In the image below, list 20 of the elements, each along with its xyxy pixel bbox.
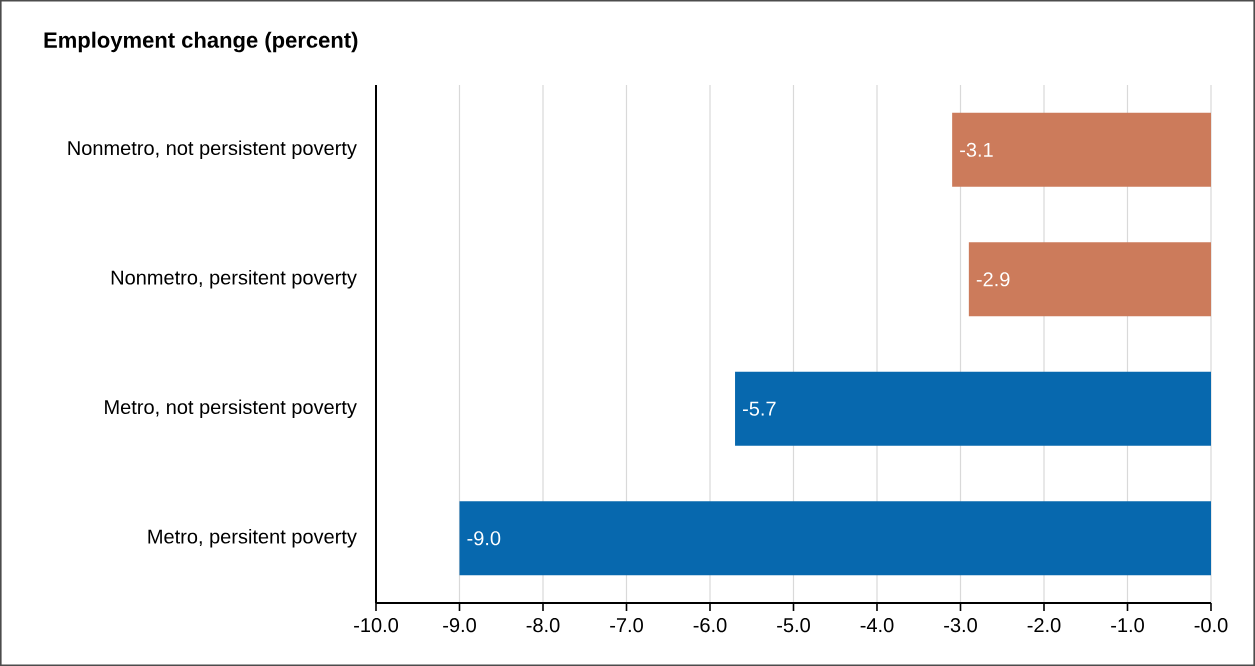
x-tick-label: -5.0	[777, 618, 810, 633]
x-tick-label: -2.0	[1027, 618, 1061, 633]
y-tick-label: Metro, not persistent poverty	[105, 399, 357, 419]
y-tick-label: Nonmetro, persitent poverty	[111, 269, 357, 289]
x-tick-label: -8.0	[526, 618, 560, 633]
x-tick-label: -3.0	[944, 618, 977, 633]
data-label: -3.1	[960, 142, 993, 157]
x-tick-label: -1.0	[1111, 618, 1144, 633]
x-tick-label: -10.0	[354, 618, 399, 633]
y-tick-label: Metro, persitent poverty	[148, 528, 357, 548]
chart-title: Employment change (percent)	[44, 31, 358, 53]
data-label: -2.9	[976, 272, 1010, 287]
x-tick-label: -7.0	[610, 618, 643, 633]
x-tick-label: -0.0	[1194, 618, 1228, 633]
y-tick-label: Nonmetro, not persistent poverty	[68, 140, 357, 160]
x-tick-label: -9.0	[443, 618, 476, 633]
x-tick-label: -6.0	[693, 618, 727, 633]
x-tick-label: -4.0	[860, 618, 894, 633]
data-label: -5.7	[742, 401, 776, 416]
data-label: -9.0	[467, 531, 501, 546]
